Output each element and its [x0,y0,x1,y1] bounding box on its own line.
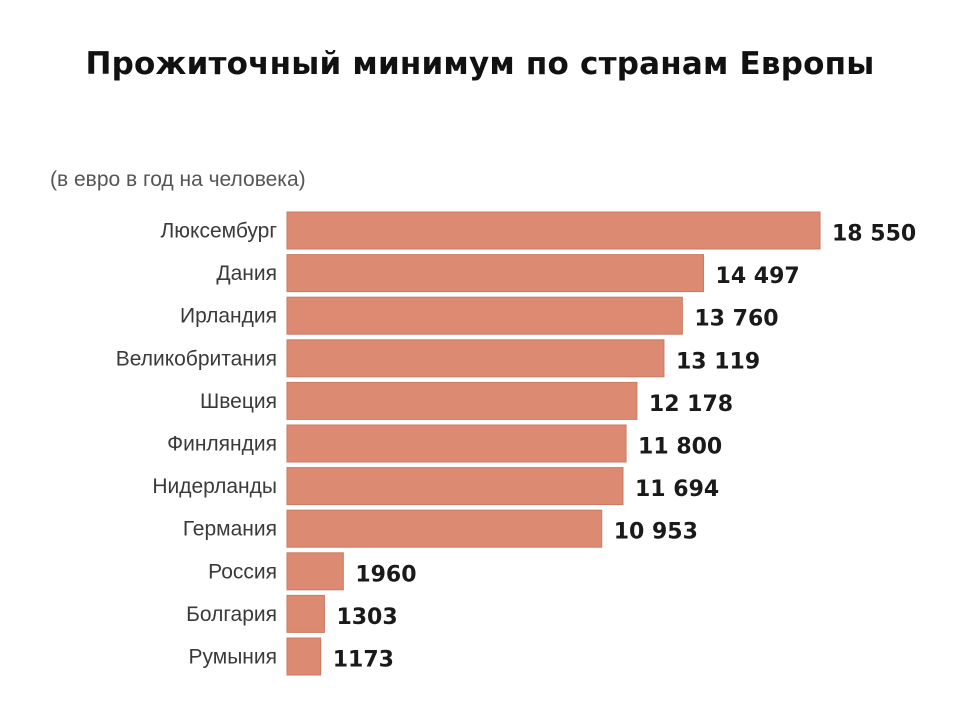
category-label: Румыния [188,646,277,669]
category-label: Россия [208,560,277,583]
category-label: Финляндия [167,433,277,456]
bar [286,211,821,250]
value-label: 11 800 [638,435,722,460]
page-title: Прожиточный минимум по странам Европы [85,46,875,82]
bar [286,381,638,420]
value-label: 18 550 [832,222,916,247]
bar [286,339,665,378]
category-label: Германия [183,518,277,541]
category-label: Люксембург [160,220,277,243]
bar [286,509,603,548]
value-label: 11 694 [635,477,719,502]
category-label: Болгария [186,603,277,626]
bar [286,424,627,463]
category-label: Нидерланды [152,475,277,498]
bars-group: Люксембург 18 550 Дания 14 497 Ирландия 13 76… [116,211,916,676]
category-label: Великобритания [116,347,277,370]
chart-subtitle: (в евро в год на человека) [50,168,306,191]
bar [286,594,325,633]
bar [286,467,624,506]
value-label: 10 953 [614,520,698,545]
value-label: 1960 [355,562,416,587]
value-label: 13 119 [676,349,760,374]
bar [286,296,683,335]
value-label: 13 760 [694,307,778,332]
bar [286,637,322,676]
value-label: 14 497 [716,264,800,289]
value-label: 1173 [333,648,394,673]
category-label: Швеция [200,390,277,413]
bar [286,552,344,591]
category-label: Ирландия [180,305,277,328]
bar [286,254,705,293]
category-label: Дания [216,262,277,285]
value-label: 12 178 [649,392,733,417]
value-label: 1303 [336,605,397,630]
